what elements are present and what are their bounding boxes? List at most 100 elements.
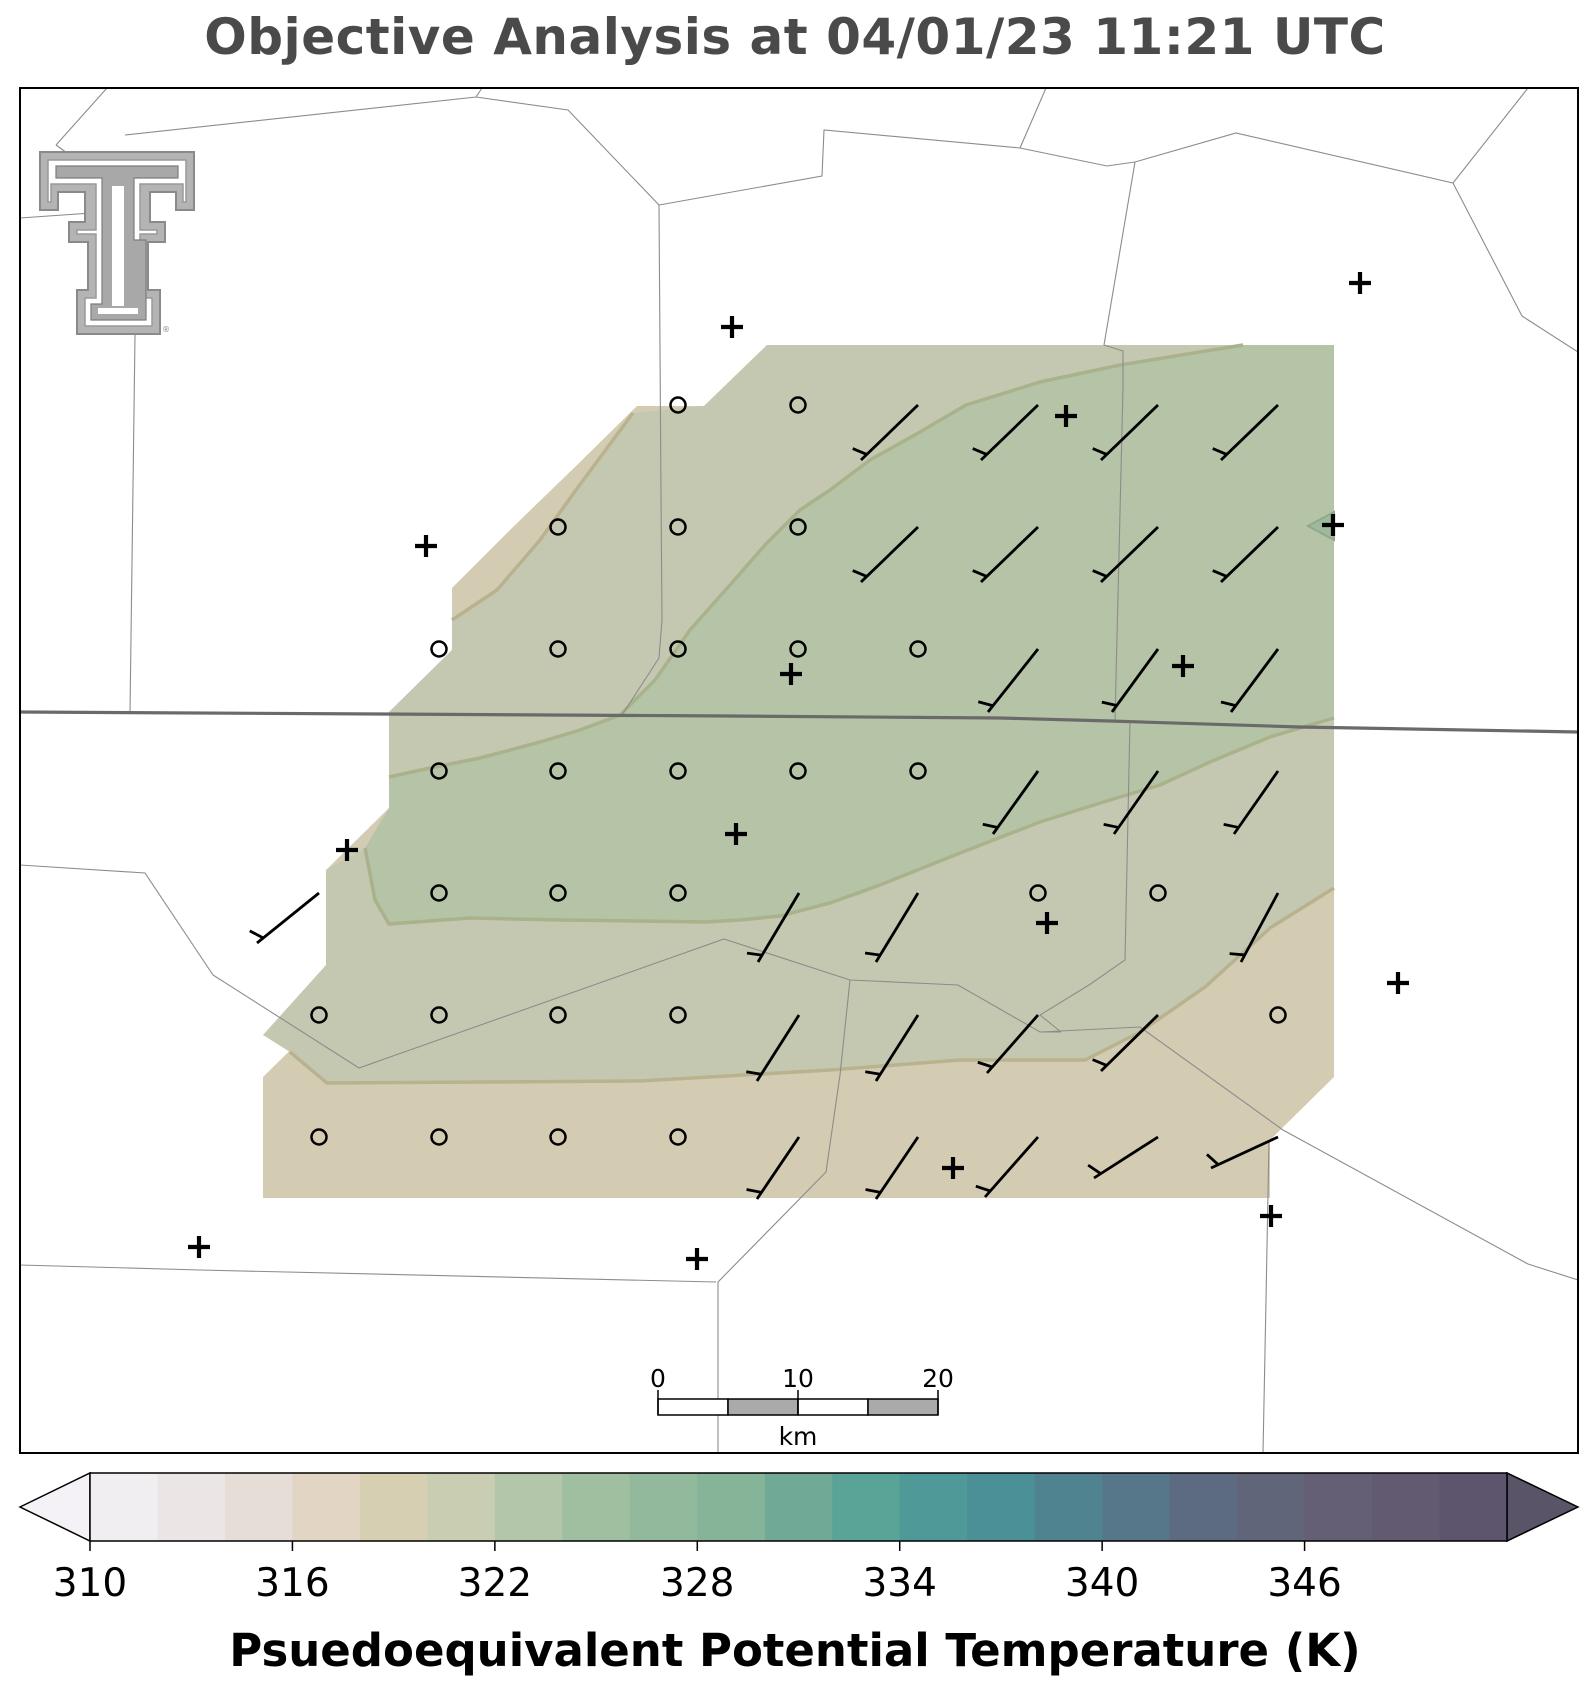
wind-barb: [746, 1014, 801, 1082]
colorbar-cell: [899, 1473, 968, 1541]
calm-station-marker: [909, 762, 927, 780]
calm-station-marker: [669, 884, 687, 902]
wind-barb: [977, 648, 1040, 713]
wind-barb: [1103, 770, 1160, 835]
state-border-line: [20, 710, 1578, 734]
calm-station-marker: [909, 640, 927, 658]
calm-station-marker: [430, 1006, 448, 1024]
map-title: Objective Analysis at 04/01/23 11:21 UTC: [204, 8, 1386, 66]
contour-line-320-north: [451, 411, 635, 622]
calm-station-marker: [789, 762, 807, 780]
wind-barb: [972, 525, 1039, 584]
wind-barb: [249, 891, 320, 945]
colorbar-cell: [1237, 1473, 1306, 1541]
wind-barb: [1101, 648, 1160, 713]
calm-station-layer: [310, 396, 1287, 1146]
colorbar-tick-label: 328: [660, 1561, 734, 1606]
wind-barb: [1212, 525, 1279, 584]
wind-barb: [852, 403, 919, 462]
colorbar-cell: [1034, 1473, 1103, 1541]
calm-station-marker: [549, 884, 567, 902]
wind-barb: [1087, 1135, 1159, 1180]
wind-barb: [865, 1014, 920, 1082]
colorbar-cell: [427, 1473, 496, 1541]
colorbar: 310 316 322 328 334 340 346: [18, 1471, 1580, 1606]
wind-barb: [1212, 403, 1279, 462]
colorbar-tick-label: 316: [255, 1561, 329, 1606]
colorbar-over-triangle: [1506, 1471, 1580, 1543]
colorbar-cell: [494, 1473, 563, 1541]
colorbar-cell: [1304, 1473, 1373, 1541]
colorbar-cell: [292, 1473, 361, 1541]
contour-line-322: [388, 343, 1244, 779]
scale-label-10: 10: [782, 1364, 814, 1393]
colorbar-tick-label: 310: [53, 1561, 127, 1606]
scale-label-0: 0: [650, 1364, 666, 1393]
colorbar-cell: [224, 1473, 294, 1541]
calm-station-marker: [430, 762, 448, 780]
calm-station-marker: [669, 1128, 687, 1146]
calm-station-marker: [549, 1128, 567, 1146]
colorbar-cell: [359, 1473, 428, 1541]
wind-barb: [972, 403, 1039, 462]
calm-station-marker: [789, 640, 807, 658]
calm-station-marker: [669, 1006, 687, 1024]
calm-station-marker: [669, 518, 687, 536]
wind-barb: [1092, 403, 1159, 462]
calm-station-marker: [669, 396, 687, 414]
wind-barb: [1092, 525, 1159, 584]
calm-station-marker: [549, 518, 567, 536]
calm-station-marker: [430, 884, 448, 902]
colorbar-cell: [1102, 1473, 1171, 1541]
colorbar-cell: [562, 1473, 631, 1541]
colorbar-cell: [90, 1473, 159, 1541]
calm-station-marker: [310, 1006, 328, 1024]
colorbar-cell: [1439, 1473, 1508, 1541]
wind-barb: [1206, 1135, 1279, 1170]
colorbar-cell: [157, 1473, 226, 1541]
calm-station-marker: [310, 1128, 328, 1146]
texas-tech-double-t-logo: ®: [39, 151, 195, 335]
wind-barb: [977, 1014, 1040, 1074]
wind-barb: [1220, 648, 1280, 713]
colorbar-label: Psuedoequivalent Potential Temperature (…: [229, 1624, 1361, 1677]
map-frame: [19, 87, 1579, 1454]
colorbar-tick-label: 346: [1267, 1561, 1341, 1606]
wind-barb: [852, 525, 919, 584]
theta-e-band-322-324: [365, 345, 1334, 924]
colorbar-cell: [697, 1473, 766, 1541]
wind-barb: [865, 1136, 920, 1200]
calm-station-marker: [669, 762, 687, 780]
calm-station-marker: [789, 396, 807, 414]
missing-station-layer: [188, 272, 1409, 1270]
wind-barb: [1223, 770, 1280, 835]
colorbar-cell: [1169, 1473, 1238, 1541]
calm-station-marker: [1149, 884, 1167, 902]
calm-station-marker: [430, 1128, 448, 1146]
colorbar-cell: [832, 1473, 901, 1541]
scale-label-20: 20: [922, 1364, 954, 1393]
scale-bar: 0 10 20 km: [650, 1364, 954, 1451]
contour-line-320: [288, 886, 1335, 1085]
wind-barb: [975, 1136, 1040, 1198]
calm-station-marker: [549, 640, 567, 658]
colorbar-cell: [1372, 1473, 1441, 1541]
calm-station-marker: [789, 518, 807, 536]
calm-station-marker: [1269, 1006, 1287, 1024]
colorbar-cell: [629, 1473, 698, 1541]
colorbar-cell: [764, 1473, 833, 1541]
wind-barb: [1229, 892, 1280, 963]
svg-text:®: ®: [162, 325, 170, 334]
wind-barb: [746, 1136, 801, 1200]
calm-station-marker: [549, 1006, 567, 1024]
colorbar-tick-label: 322: [458, 1561, 532, 1606]
wind-barb: [1092, 1014, 1159, 1072]
colorbar-tick-label: 340: [1065, 1561, 1139, 1606]
colorbar-tick-label: 334: [862, 1561, 936, 1606]
colorbar-under-triangle: [18, 1471, 91, 1543]
scale-unit-label: km: [779, 1422, 818, 1451]
calm-station-marker: [1029, 884, 1047, 902]
calm-station-marker: [549, 762, 567, 780]
contour-line-322-south: [363, 716, 1335, 926]
